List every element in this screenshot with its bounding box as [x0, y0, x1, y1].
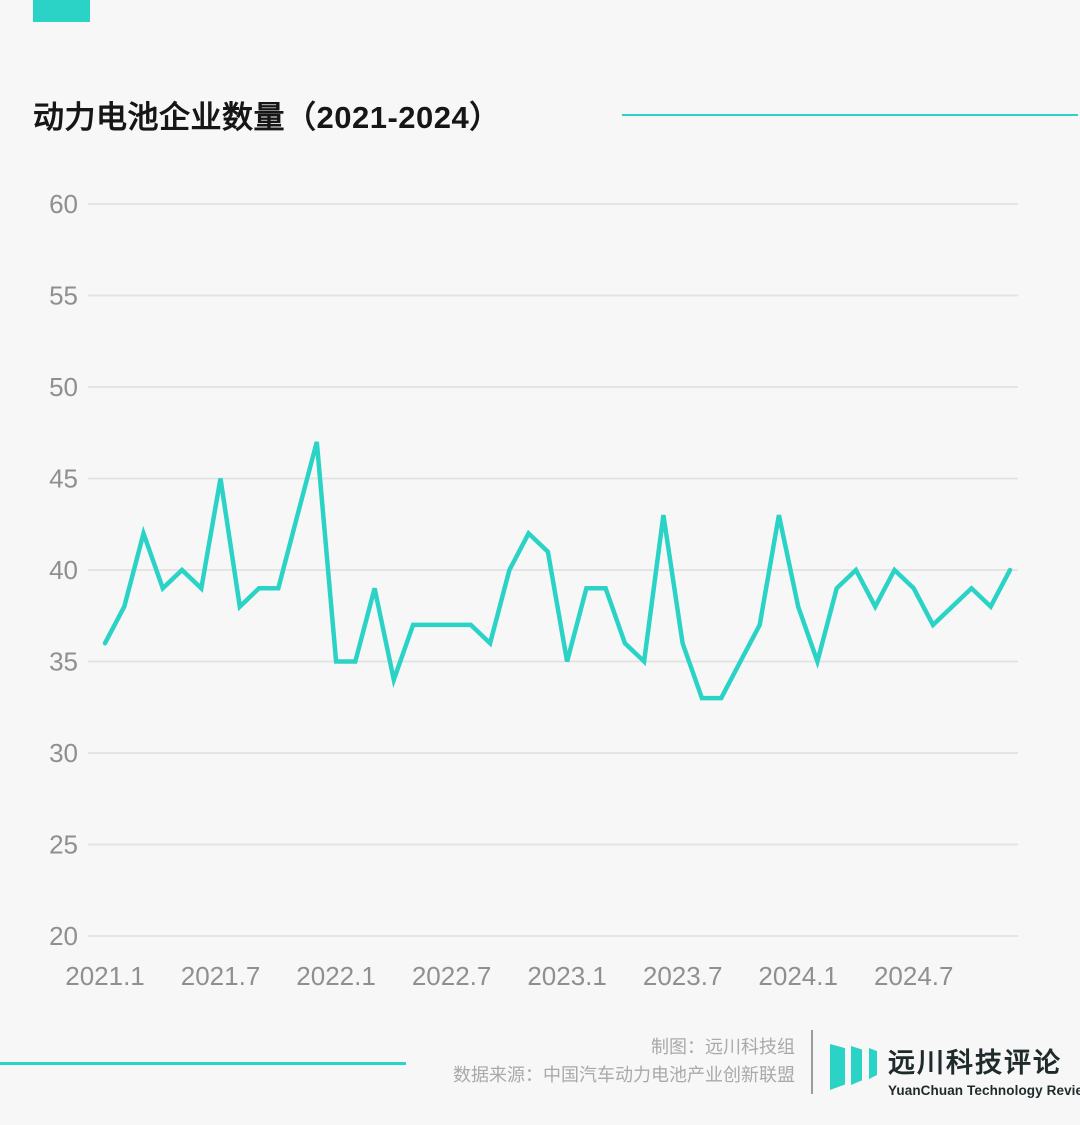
footer-text: 制图：远川科技组 数据来源：中国汽车动力电池产业创新联盟	[453, 1033, 795, 1089]
footer-source: 数据来源：中国汽车动力电池产业创新联盟	[453, 1065, 795, 1085]
y-axis-label: 20	[49, 921, 78, 951]
logo-bar-icon	[830, 1044, 845, 1090]
x-axis-label: 2023.1	[527, 961, 607, 991]
footer-rule	[0, 1062, 406, 1065]
x-axis-label: 2024.1	[758, 961, 838, 991]
logo-text: 远川科技评论 YuanChuan Technology Review	[888, 1041, 1080, 1098]
x-axis-label: 2022.1	[296, 961, 376, 991]
page-title: 动力电池企业数量（2021-2024）	[33, 100, 501, 135]
x-axis-label: 2022.7	[412, 961, 492, 991]
accent-square	[33, 0, 90, 22]
title-rule	[622, 114, 1078, 116]
logo-title-cn: 远川科技评论	[888, 1048, 1062, 1078]
x-axis-label: 2021.1	[65, 961, 145, 991]
y-axis-label: 50	[49, 372, 78, 402]
data-line	[102, 441, 1013, 701]
y-axis-label: 35	[49, 647, 78, 677]
logo-title-en: YuanChuan Technology Review	[888, 1083, 1080, 1098]
y-axis-label: 30	[49, 738, 78, 768]
y-axis-label: 25	[49, 830, 78, 860]
x-axis-label: 2024.7	[874, 961, 954, 991]
footer-credit: 制图：远川科技组	[651, 1037, 795, 1057]
x-axis-label: 2023.7	[643, 961, 723, 991]
y-axis-label: 55	[49, 281, 78, 311]
x-axis-label: 2021.7	[181, 961, 261, 991]
footer-divider	[811, 1030, 813, 1094]
y-axis-label: 60	[49, 189, 78, 219]
y-axis-label: 40	[49, 555, 78, 585]
y-axis-label: 45	[49, 464, 78, 494]
logo-mark	[830, 1044, 880, 1091]
logo-bar-icon	[851, 1046, 862, 1085]
logo-bar-icon	[869, 1048, 877, 1079]
